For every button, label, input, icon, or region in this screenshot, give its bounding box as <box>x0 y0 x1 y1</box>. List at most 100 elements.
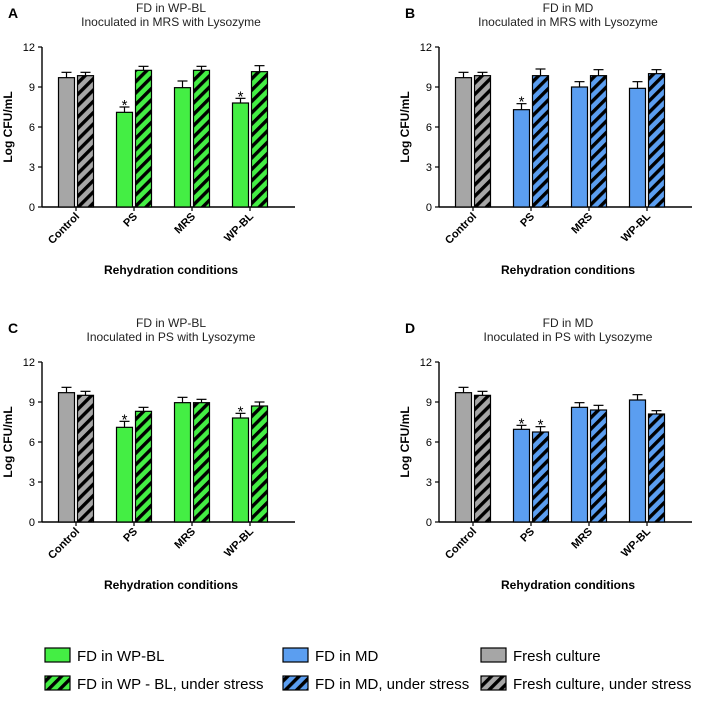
bar-control-normal <box>57 392 76 523</box>
y-tick-label: 6 <box>29 437 35 449</box>
bar-control-normal <box>454 77 473 208</box>
x-tick-label: MRS <box>569 526 595 552</box>
x-axis-label: Rehydration conditions <box>501 263 635 277</box>
x-tick-label: Control <box>46 526 82 562</box>
bar-mrs-stress <box>589 75 608 208</box>
y-tick-label: 3 <box>426 162 432 174</box>
x-tick-label: WP-BL <box>619 210 653 244</box>
legend-swatch <box>282 675 309 691</box>
y-tick-label: 12 <box>420 42 432 54</box>
x-tick-label: WP-BL <box>619 525 653 559</box>
bar-control-normal <box>454 392 473 523</box>
legend-swatch <box>480 675 507 691</box>
x-axis-label: Rehydration conditions <box>104 263 238 277</box>
legend-item: Fresh culture <box>480 647 601 665</box>
bar-ps-stress <box>531 431 550 523</box>
bar-ps-stress <box>531 75 550 208</box>
bar-control-stress <box>473 75 492 208</box>
y-tick-label: 12 <box>23 42 35 54</box>
bar-control-normal <box>57 77 76 208</box>
bar-wp-bl-stress <box>647 73 666 208</box>
y-axis-label: Log CFU/mL <box>1 406 15 477</box>
bar-wp-bl-normal <box>231 417 250 523</box>
chart-title: FD in WP-BL <box>136 1 206 15</box>
y-tick-label: 9 <box>29 82 35 94</box>
x-tick-label: WP-BL <box>222 210 256 244</box>
y-axis-label: Log CFU/mL <box>398 91 412 162</box>
y-tick-label: 6 <box>29 122 35 134</box>
legend-item: FD in WP-BL <box>44 647 165 665</box>
x-tick-label: PS <box>518 211 537 230</box>
significance-star: * <box>122 97 128 114</box>
bar-ps-normal <box>115 426 134 523</box>
bar-mrs-stress <box>589 409 608 523</box>
chart-subtitle: Inoculated in MRS with Lysozyme <box>81 15 261 29</box>
y-axis-label: Log CFU/mL <box>398 406 412 477</box>
panel-label: D <box>405 320 415 336</box>
legend-item: FD in MD <box>282 647 379 665</box>
y-tick-label: 6 <box>426 122 432 134</box>
x-tick-label: Control <box>443 211 479 247</box>
bar-mrs-stress <box>192 402 211 523</box>
x-tick-label: WP-BL <box>222 525 256 559</box>
y-tick-label: 0 <box>29 202 35 214</box>
legend-label: FD in MD <box>315 648 379 665</box>
legend-swatch <box>44 675 71 691</box>
bar-control-stress <box>76 394 95 523</box>
bar-wp-bl-normal <box>628 87 647 208</box>
panel-label: B <box>405 5 415 21</box>
x-tick-label: MRS <box>569 211 595 237</box>
y-tick-label: 9 <box>426 397 432 409</box>
legend-swatch <box>480 647 507 663</box>
legend-swatch <box>282 647 309 663</box>
significance-star: * <box>122 411 128 428</box>
significance-star: * <box>519 415 525 432</box>
x-axis-label: Rehydration conditions <box>501 578 635 592</box>
bar-mrs-normal <box>173 87 192 208</box>
significance-star: * <box>519 94 525 111</box>
y-tick-label: 6 <box>426 437 432 449</box>
bar-wp-bl-stress <box>250 71 269 208</box>
panel-label: A <box>8 5 18 21</box>
bar-mrs-normal <box>570 406 589 523</box>
x-tick-label: MRS <box>172 526 198 552</box>
x-tick-label: MRS <box>172 211 198 237</box>
legend-label: Fresh culture <box>513 648 601 665</box>
legend-label: FD in WP-BL <box>77 648 165 665</box>
y-tick-label: 0 <box>426 517 432 529</box>
significance-star: * <box>538 417 544 434</box>
x-tick-label: Control <box>443 526 479 562</box>
significance-star: * <box>238 88 244 105</box>
bar-wp-bl-normal <box>628 399 647 523</box>
bar-mrs-normal <box>570 86 589 208</box>
x-tick-label: PS <box>121 526 140 545</box>
bar-wp-bl-stress <box>250 405 269 523</box>
panel-label: C <box>8 320 18 336</box>
bar-wp-bl-normal <box>231 102 250 208</box>
bar-control-stress <box>76 75 95 208</box>
x-tick-label: PS <box>518 526 537 545</box>
y-tick-label: 3 <box>29 477 35 489</box>
bar-ps-normal <box>512 109 531 208</box>
legend-label: FD in WP - BL, under stress <box>77 676 263 693</box>
y-tick-label: 0 <box>29 517 35 529</box>
bar-wp-bl-stress <box>647 413 666 523</box>
bar-mrs-normal <box>173 402 192 523</box>
x-axis-label: Rehydration conditions <box>104 578 238 592</box>
significance-star: * <box>238 403 244 420</box>
y-tick-label: 12 <box>420 357 432 369</box>
y-tick-label: 9 <box>426 82 432 94</box>
y-tick-label: 9 <box>29 397 35 409</box>
legend-swatch <box>44 647 71 663</box>
bar-ps-stress <box>134 410 153 523</box>
y-tick-label: 0 <box>426 202 432 214</box>
y-tick-label: 12 <box>23 357 35 369</box>
legend-label: FD in MD, under stress <box>315 676 469 693</box>
bar-ps-stress <box>134 69 153 208</box>
bar-ps-normal <box>512 428 531 523</box>
